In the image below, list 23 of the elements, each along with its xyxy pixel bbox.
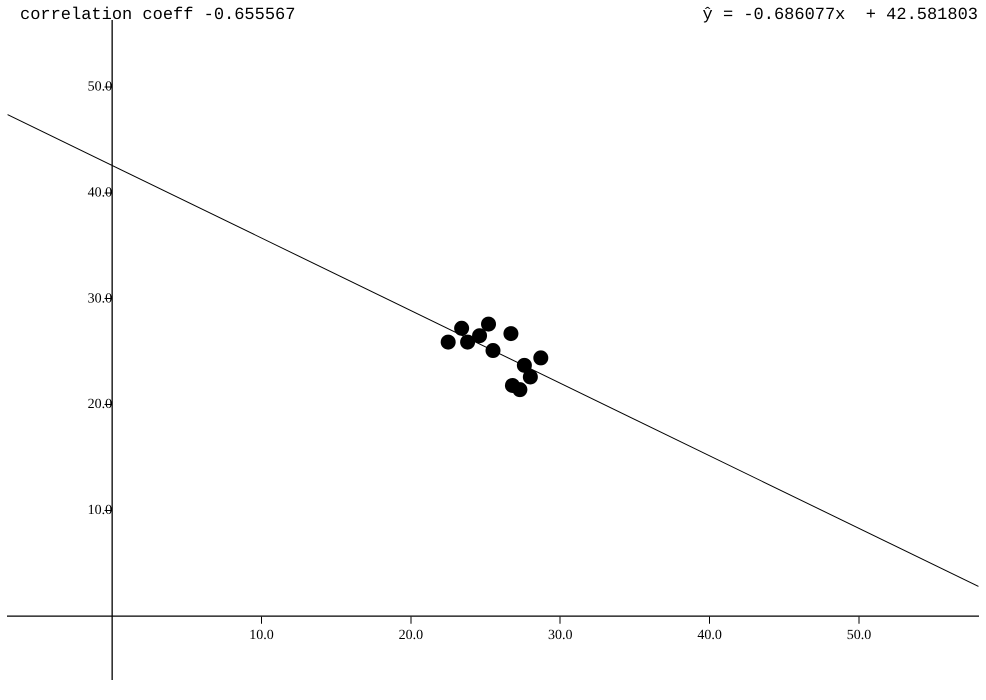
x-tick-label: 30.0: [548, 628, 572, 644]
point: [512, 382, 528, 398]
point: [481, 316, 496, 332]
point: [522, 369, 538, 384]
annotation: ŷ = -0.686077x + 42.581803: [702, 6, 978, 25]
x-tick-label: 50.0: [846, 628, 872, 644]
y-tick-label: 40.0: [88, 186, 112, 201]
y-tick-label: 20.0: [88, 397, 112, 412]
x-tick-label: 20.0: [398, 628, 424, 644]
point: [516, 358, 532, 373]
x-tick-label: 10.0: [249, 628, 274, 644]
point: [503, 326, 518, 342]
point: [533, 350, 548, 366]
y-tick-label: 10.0: [88, 502, 112, 518]
point: [460, 334, 476, 350]
annotation: correlation coeff -0.655567: [20, 6, 296, 25]
point: [454, 320, 470, 336]
y-tick-label: 30.0: [88, 291, 112, 306]
point: [472, 328, 488, 344]
point: [486, 343, 500, 358]
y-tick-label: 50.0: [88, 80, 112, 95]
point: [440, 334, 456, 350]
x-tick-label: 40.0: [697, 628, 722, 644]
